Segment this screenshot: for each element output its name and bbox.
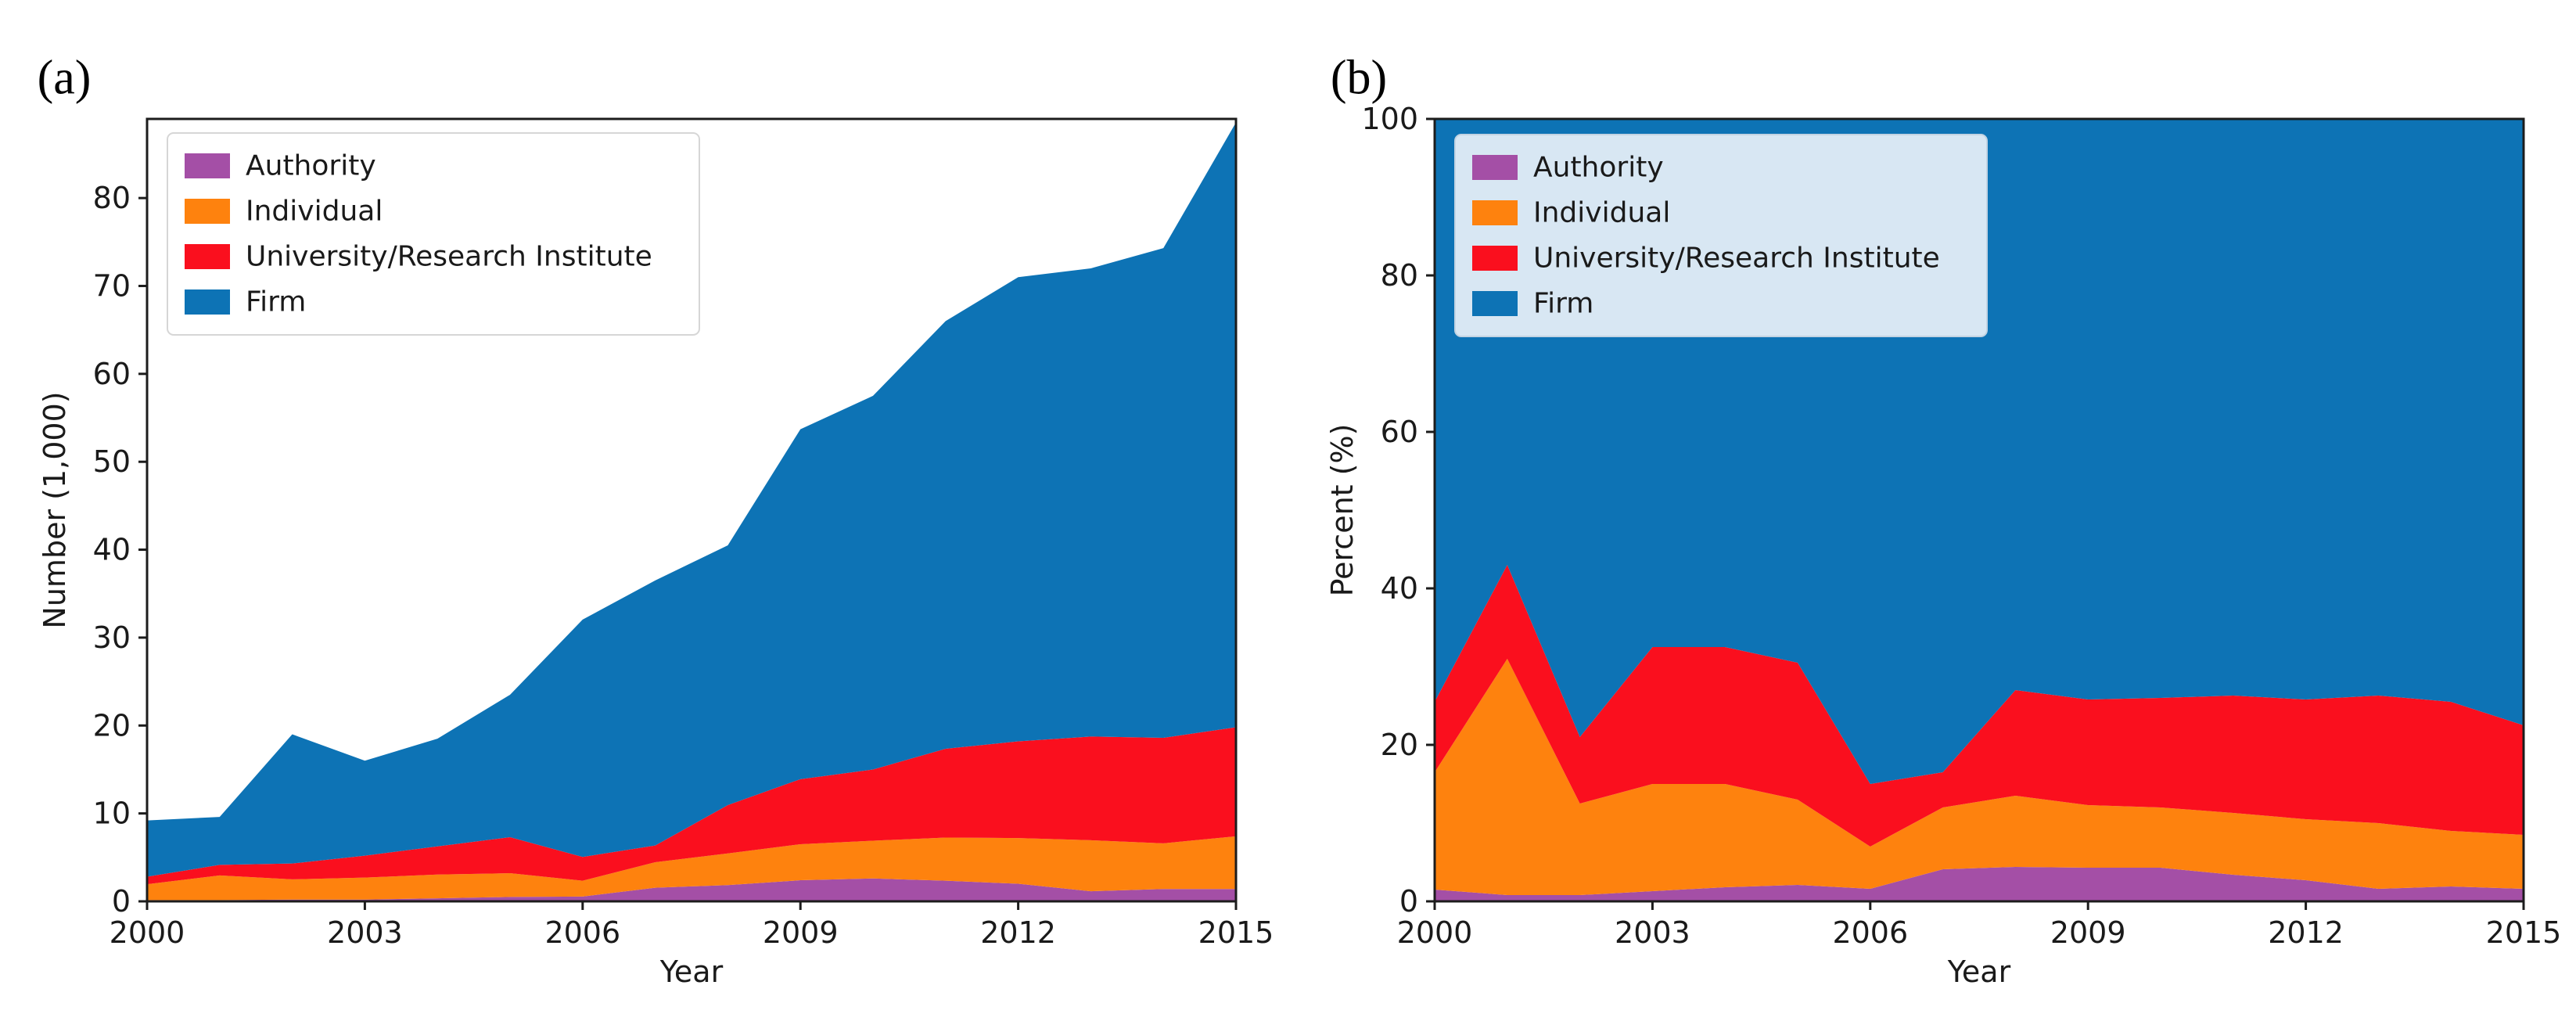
y-tick-label: 30 (93, 620, 131, 655)
legend-item-firm: Firm (1472, 288, 1593, 320)
x-axis-title: Year (1947, 955, 2011, 989)
y-tick-label: 100 (1361, 102, 1418, 136)
x-tick-label: 2000 (1397, 915, 1473, 950)
x-tick-label: 2000 (110, 915, 185, 950)
panel-a-letter: (a) (37, 51, 92, 105)
y-axis-title: Number (1,000) (38, 391, 72, 628)
legend-box (167, 132, 700, 336)
y-tick-label: 0 (112, 884, 131, 919)
legend-label: Authority (246, 150, 376, 182)
x-tick-label: 2006 (1832, 915, 1908, 950)
legend-swatch-authority (1472, 155, 1518, 180)
x-tick-label: 2006 (544, 915, 620, 950)
x-tick-label: 2009 (2050, 915, 2126, 950)
x-tick-label: 2012 (980, 915, 1056, 950)
x-tick-label: 2009 (763, 915, 839, 950)
x-tick-label: 2015 (2486, 915, 2562, 950)
legend-label: University/Research Institute (1533, 243, 1940, 275)
legend-swatch-firm (1472, 291, 1518, 316)
y-tick-label: 40 (1381, 571, 1418, 606)
legend: Authority Individual University/Research I… (1454, 134, 1988, 337)
legend-item-individual: Individual (1472, 197, 1670, 229)
legend-swatch-authority (185, 153, 230, 178)
y-tick-label: 20 (1381, 728, 1418, 762)
legend-swatch-university-research-institute (185, 244, 230, 269)
legend-item-authority: Authority (185, 150, 376, 182)
area-university-research-institute (1435, 565, 2524, 847)
legend-item-university-research-institute: University/Research Institute (185, 241, 652, 273)
y-tick-label: 70 (93, 268, 131, 303)
legend-label: Individual (246, 196, 383, 228)
legend-item-university-research-institute: University/Research Institute (1472, 243, 1940, 275)
y-tick-label: 60 (93, 357, 131, 391)
y-tick-label: 40 (93, 533, 131, 567)
legend-item-firm: Firm (185, 286, 306, 318)
area-individual (1435, 659, 2524, 895)
x-tick-label: 2012 (2268, 915, 2344, 950)
x-tick-label: 2003 (327, 915, 403, 950)
x-tick-label: 2003 (1615, 915, 1690, 950)
y-tick-label: 20 (93, 708, 131, 743)
legend-swatch-individual (185, 199, 230, 224)
y-tick-label: 10 (93, 796, 131, 831)
panel-b-letter: (b) (1330, 51, 1388, 105)
legend-swatch-individual (1472, 200, 1518, 225)
panel-a: 0 10 20 30 40 50 60 70 80 2000 2003 2006 2009 2012 201… (38, 117, 1274, 989)
legend-label: Firm (246, 286, 306, 318)
legend-label: Authority (1533, 152, 1664, 184)
area-university-research-institute (147, 727, 1236, 885)
plot-frame (1433, 117, 2525, 903)
area-firm (147, 122, 1236, 877)
legend-box (1454, 134, 1988, 337)
y-tick-label: 80 (1381, 258, 1418, 293)
area-individual (147, 836, 1236, 901)
y-axis: 0 20 40 60 80 100 (1361, 102, 1435, 919)
y-tick-label: 60 (1381, 415, 1418, 449)
y-tick-label: 80 (93, 181, 131, 215)
area-authority (1435, 867, 2524, 901)
legend-swatch-university-research-institute (1472, 246, 1518, 271)
y-tick-label: 50 (93, 444, 131, 479)
legend-label: University/Research Institute (246, 241, 652, 273)
y-tick-label: 0 (1399, 884, 1418, 919)
plot-frame (146, 117, 1238, 903)
x-axis: 2000 2003 2006 2009 2012 2015 (1397, 901, 2562, 950)
legend-label: Individual (1533, 197, 1670, 229)
x-tick-label: 2015 (1198, 915, 1274, 950)
legend-item-individual: Individual (185, 196, 383, 228)
stacked-areas (147, 122, 1236, 901)
x-axis-title: Year (659, 955, 724, 989)
y-axis-title: Percent (%) (1325, 424, 1360, 597)
legend-item-authority: Authority (1472, 152, 1664, 184)
legend: Authority Individual University/Research I… (167, 132, 700, 336)
x-axis: 2000 2003 2006 2009 2012 2015 (110, 901, 1274, 950)
legend-swatch-firm (185, 289, 230, 315)
y-axis: 0 10 20 30 40 50 60 70 80 (93, 181, 147, 919)
legend-label: Firm (1533, 288, 1593, 320)
area-authority (147, 878, 1236, 901)
panel-b: 0 20 40 60 80 100 2000 2003 2006 2009 2012 2015 Year… (1325, 102, 2561, 989)
